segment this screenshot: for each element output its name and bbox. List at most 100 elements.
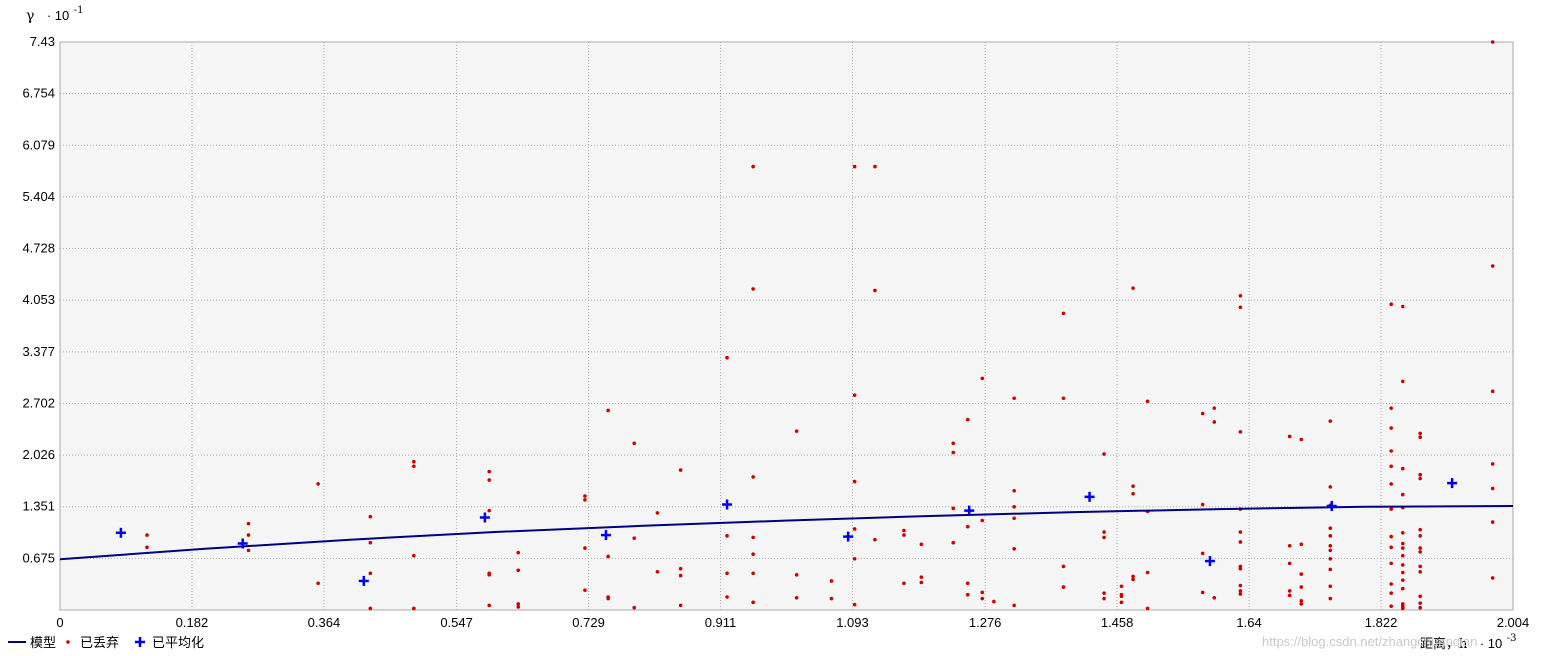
- averaged-point: [115, 527, 126, 538]
- x-axis-exponent: -3: [1507, 633, 1517, 644]
- discarded-point: [412, 464, 416, 469]
- y-tick-label: 3.377: [22, 344, 55, 359]
- discarded-point: [516, 602, 521, 606]
- discarded-point: [1238, 589, 1243, 593]
- discarded-point: [1238, 566, 1243, 571]
- discarded-point: [1389, 464, 1393, 469]
- model-line: [59, 505, 1514, 561]
- x-axis-title: 距离，h · 10 -3: [1420, 633, 1516, 652]
- plot-area: [60, 42, 1513, 610]
- discarded-point: [951, 540, 956, 545]
- discarded-point: [1299, 585, 1304, 589]
- y-axis-title: γ · 10 -1: [26, 5, 83, 24]
- y-tick-label: 4.728: [22, 241, 55, 256]
- discarded-point: [1389, 545, 1393, 550]
- legend-averaged-swatch: [135, 637, 145, 647]
- discarded-point: [487, 478, 492, 482]
- averaged-point: [1447, 478, 1458, 489]
- x-tick-label: 1.822: [1365, 615, 1398, 630]
- discarded-point: [794, 595, 799, 600]
- discarded-point: [852, 556, 857, 561]
- discarded-point: [1490, 576, 1495, 580]
- discarded-point: [1400, 530, 1405, 535]
- averaged-crosses-series: [115, 478, 1458, 586]
- discarded-point: [678, 603, 683, 608]
- discarded-point: [1389, 449, 1393, 453]
- discarded-point: [951, 450, 956, 455]
- discarded-point: [145, 545, 149, 550]
- averaged-point: [1084, 491, 1095, 502]
- discarded-point: [1328, 596, 1333, 601]
- discarded-point: [487, 508, 492, 513]
- discarded-point: [1131, 492, 1135, 496]
- discarded-point: [246, 521, 251, 526]
- discarded-point: [1238, 294, 1243, 298]
- discarded-point: [1200, 502, 1205, 507]
- x-tick-label: 0: [56, 615, 63, 630]
- discarded-point: [678, 573, 683, 578]
- discarded-point: [725, 595, 729, 599]
- legend-model-label: 模型: [30, 636, 56, 651]
- discarded-point: [1400, 304, 1405, 309]
- discarded-point: [1061, 585, 1066, 589]
- discarded-point: [1238, 583, 1243, 588]
- discarded-point: [1389, 406, 1393, 410]
- discarded-point: [1418, 569, 1422, 574]
- discarded-point: [678, 566, 683, 571]
- discarded-point: [1145, 606, 1150, 611]
- discarded-point: [751, 600, 755, 605]
- discarded-point: [852, 393, 857, 397]
- discarded-point: [1145, 570, 1150, 575]
- averaged-point: [964, 505, 975, 516]
- model-line-series: [59, 505, 1514, 561]
- x-tick-label: 0.182: [176, 615, 209, 630]
- x-axis-multiplier: · 10: [1480, 636, 1502, 651]
- discarded-point: [1238, 540, 1243, 544]
- discarded-point: [980, 376, 985, 381]
- discarded-point: [1287, 543, 1292, 548]
- discarded-point: [1238, 530, 1243, 534]
- discarded-point: [1200, 551, 1205, 556]
- discarded-point: [1238, 592, 1243, 596]
- y-axis-ticks: 0.675 1.351 2.026 2.702 3.377 4.053 4.728 5.404…: [22, 34, 55, 565]
- discarded-point: [902, 581, 906, 586]
- discarded-point: [1490, 389, 1495, 394]
- discarded-point: [606, 408, 610, 413]
- discarded-point: [1328, 556, 1333, 561]
- discarded-point: [516, 550, 521, 555]
- discarded-point: [1299, 542, 1304, 547]
- discarded-point: [1061, 564, 1066, 569]
- discarded-point: [1389, 591, 1393, 595]
- discarded-point: [751, 475, 755, 479]
- discarded-point: [1400, 541, 1405, 546]
- discarded-point: [583, 546, 587, 550]
- discarded-point: [412, 606, 416, 611]
- discarded-point: [1328, 485, 1333, 489]
- discarded-point: [751, 571, 755, 576]
- discarded-point: [412, 459, 416, 464]
- x-tick-label: 0.364: [308, 615, 341, 630]
- discarded-point: [1400, 586, 1405, 591]
- discarded-point: [829, 579, 834, 583]
- averaged-point: [237, 538, 248, 549]
- discarded-point: [919, 580, 924, 585]
- discarded-point: [368, 606, 373, 611]
- y-tick-label: 5.404: [22, 189, 55, 204]
- discarded-point: [1418, 527, 1422, 532]
- discarded-point: [1400, 553, 1405, 558]
- discarded-point: [1012, 516, 1016, 521]
- y-tick-label: 0.675: [22, 550, 55, 565]
- y-tick-label: 1.351: [22, 499, 55, 514]
- discarded-point: [1328, 543, 1333, 548]
- discarded-point: [316, 482, 320, 486]
- discarded-point: [1119, 600, 1124, 605]
- discarded-point: [632, 605, 637, 610]
- discarded-point: [1102, 591, 1106, 595]
- discarded-point: [1400, 546, 1405, 550]
- discarded-point: [1400, 379, 1405, 384]
- discarded-point: [1389, 507, 1393, 511]
- discarded-point: [1131, 286, 1135, 290]
- discarded-point: [583, 498, 587, 502]
- discarded-point: [655, 511, 660, 515]
- plot-border: [59, 41, 1514, 611]
